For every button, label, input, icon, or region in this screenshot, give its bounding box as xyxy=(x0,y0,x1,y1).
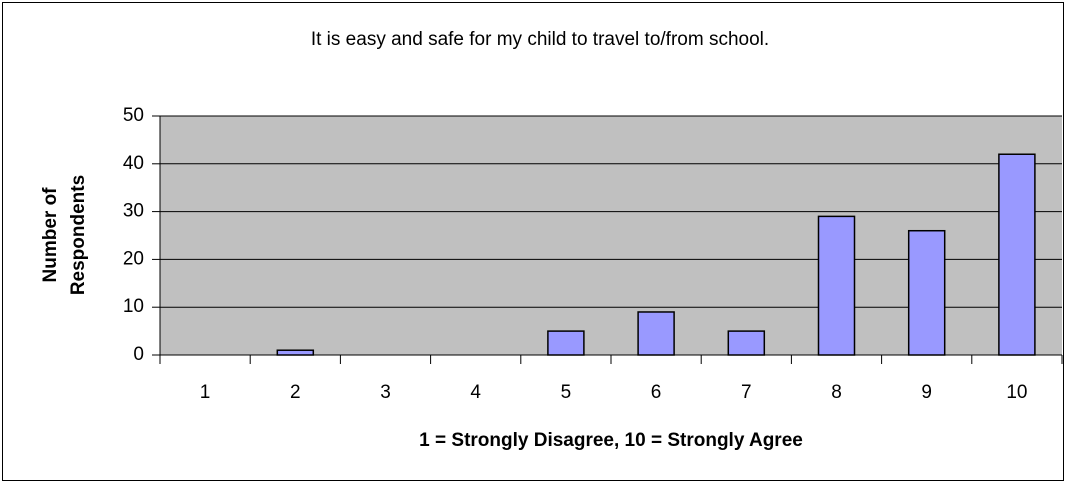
x-tick-label: 10 xyxy=(1006,382,1027,403)
x-tick-label: 1 xyxy=(200,382,211,403)
x-tick-label: 9 xyxy=(921,382,932,403)
y-axis-label: Number of xyxy=(40,187,61,283)
bar xyxy=(998,153,1036,356)
bar xyxy=(547,330,585,356)
x-tick-label: 6 xyxy=(651,382,662,403)
y-tick-label: 10 xyxy=(123,296,144,317)
x-tick-label: 5 xyxy=(561,382,572,403)
y-tick-label: 40 xyxy=(123,153,144,174)
y-tick-label: 0 xyxy=(133,344,144,365)
bar xyxy=(637,311,675,356)
x-tick-label: 4 xyxy=(470,382,481,403)
x-tick-label: 2 xyxy=(290,382,301,403)
y-tick-label: 50 xyxy=(123,105,144,126)
y-tick-label: 20 xyxy=(123,248,144,269)
y-axis-label: Respondents xyxy=(68,175,89,295)
x-tick-label: 3 xyxy=(380,382,391,403)
x-tick-label: 7 xyxy=(741,382,752,403)
x-tick-label: 8 xyxy=(831,382,842,403)
x-axis-label: 1 = Strongly Disagree, 10 = Strongly Agr… xyxy=(419,430,803,451)
chart-title: It is easy and safe for my child to trav… xyxy=(311,29,769,50)
bar xyxy=(727,330,766,356)
bar xyxy=(907,229,946,356)
bar xyxy=(817,215,856,356)
bar xyxy=(276,349,315,356)
y-tick-label: 30 xyxy=(123,201,144,222)
